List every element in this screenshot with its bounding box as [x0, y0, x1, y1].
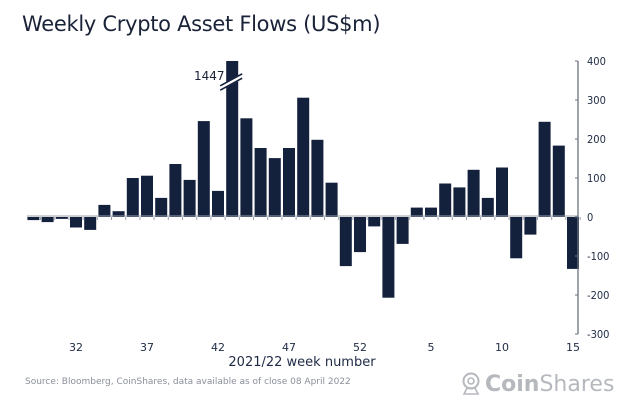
bar-week-29: [27, 217, 40, 221]
bar-week-2: [382, 217, 395, 298]
bar-week-15: [567, 217, 579, 269]
x-axis-label: 2021/22 week number: [228, 355, 376, 370]
x-tick-label: 37: [140, 341, 154, 354]
y-tick-label: 100: [587, 172, 606, 185]
axis-break-line: [219, 73, 244, 91]
y-tick-label: -300: [587, 328, 609, 341]
bar-week-52: [354, 217, 366, 253]
axis-break-line: [219, 73, 243, 87]
bar-week-44: [240, 118, 253, 217]
x-axis-ticks: [40, 217, 581, 220]
coinshares-logo: Coin Shares: [461, 369, 614, 399]
x-tick-label: 10: [495, 341, 509, 354]
bar-week-39: [169, 164, 182, 217]
bar-week-4: [410, 207, 423, 217]
bar-week-45: [254, 148, 267, 217]
y-tick-label: 300: [587, 94, 606, 107]
bar-chart: 1447 400 300 200 100 0 -100 -200 -300 32 37 42 47 5…: [27, 55, 609, 370]
x-tick-label: 32: [69, 341, 83, 354]
y-tick-label: -200: [587, 289, 609, 302]
y-tick-label: -100: [587, 250, 609, 263]
logo-text-bold: Coin: [485, 371, 540, 397]
y-tick-label: 0: [587, 211, 593, 224]
bar-week-32: [70, 217, 82, 228]
bar-week-13: [538, 121, 551, 217]
bar-week-50: [325, 182, 338, 217]
axis-break-marker: [219, 73, 244, 91]
bar-week-35: [112, 211, 125, 217]
x-tick-label: 5: [428, 341, 435, 354]
x-tick-label: 42: [211, 341, 225, 354]
source-note: Source: Bloomberg, CoinShares, data avai…: [25, 377, 351, 387]
bar-week-42: [212, 190, 224, 217]
bar-week-43: [226, 61, 239, 217]
bar-week-31: [55, 217, 68, 219]
bar-week-37: [141, 175, 153, 217]
bar-week-1: [368, 217, 381, 227]
bar-week-9: [481, 197, 494, 217]
y-axis-ticks: 400 300 200 100 0 -100 -200 -300: [575, 55, 609, 341]
bar-week-38: [155, 197, 168, 217]
bar-week-51: [339, 217, 352, 267]
bar-week-30: [41, 217, 54, 223]
logo-text-light: Shares: [539, 371, 615, 397]
bar-week-8: [467, 169, 480, 217]
y-tick-label: 200: [587, 133, 606, 146]
x-tick-label: 47: [282, 341, 296, 354]
x-axis-tick-labels: 32 37 42 47 52 5 10 15: [69, 341, 580, 354]
bar-week-6: [439, 183, 452, 217]
bars-group: [27, 61, 579, 298]
bar-week-12: [524, 217, 537, 235]
x-tick-label: 15: [566, 341, 580, 354]
bar-week-10: [496, 167, 508, 217]
bar-week-14: [552, 145, 565, 217]
x-tick-label: 52: [353, 341, 367, 354]
coinshares-logo-icon: [462, 372, 480, 395]
bar-week-34: [98, 204, 111, 217]
bar-week-36: [126, 178, 139, 217]
bar-week-46: [268, 158, 281, 217]
bar-week-49: [311, 139, 324, 217]
bar-week-7: [453, 187, 466, 217]
bar-week-11: [510, 217, 523, 259]
bar-week-48: [297, 97, 310, 217]
bar-week-40: [183, 179, 196, 217]
bar-annotation-1447: 1447: [194, 69, 225, 83]
chart-title: Weekly Crypto Asset Flows (US$m): [22, 12, 381, 36]
y-tick-label: 400: [587, 55, 606, 68]
bar-week-3: [396, 217, 409, 244]
bar-week-47: [283, 148, 295, 217]
bar-week-33: [84, 217, 97, 230]
bar-week-41: [197, 121, 210, 217]
bar-week-5: [425, 207, 437, 217]
axis-break-line: [219, 77, 243, 91]
